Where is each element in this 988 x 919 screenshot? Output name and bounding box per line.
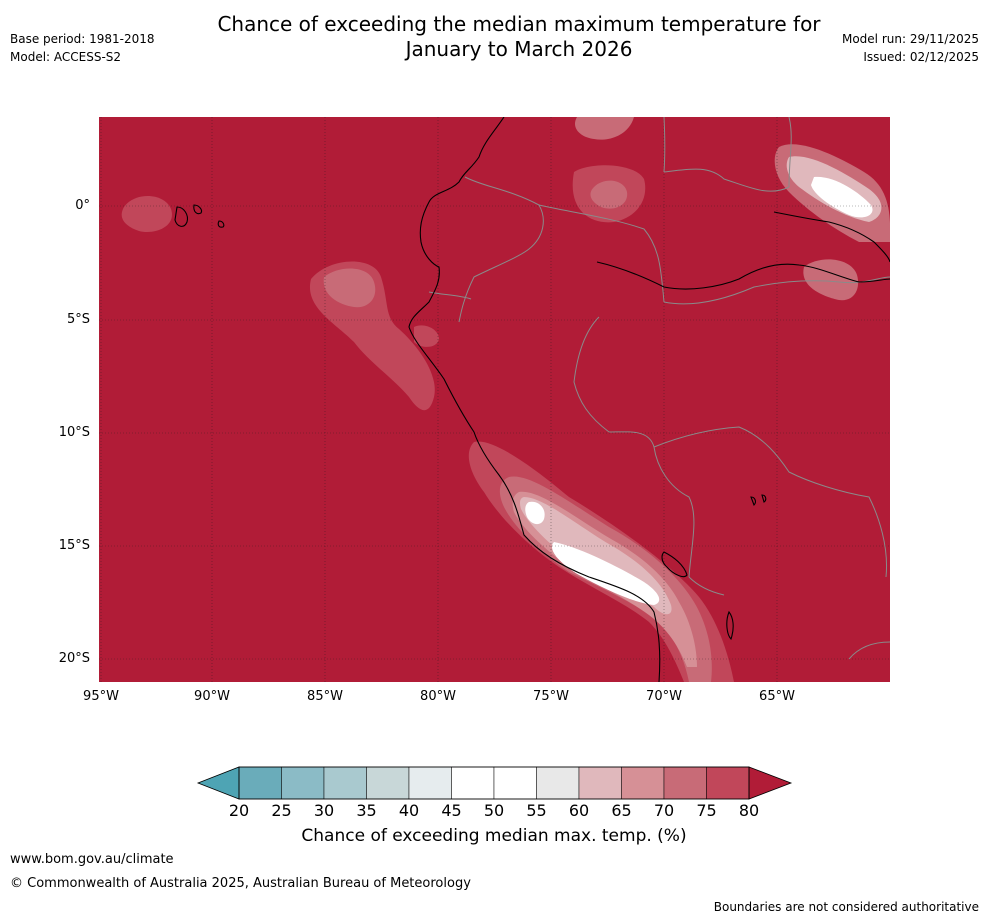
colorbar bbox=[196, 766, 793, 800]
colorbar-bin bbox=[536, 766, 580, 800]
anomaly-region-north-amazon-inner bbox=[590, 180, 628, 209]
colorbar-bin bbox=[578, 766, 622, 800]
colorbar-bin bbox=[323, 766, 367, 800]
colorbar-tick-label: 60 bbox=[568, 801, 590, 820]
footer-copyright: © Commonwealth of Australia 2025, Austra… bbox=[10, 876, 471, 891]
colorbar-tick-label: 70 bbox=[653, 801, 675, 820]
base-period: Base period: 1981-2018 bbox=[10, 32, 155, 46]
colorbar-bin bbox=[493, 766, 537, 800]
colorbar-tick-label: 35 bbox=[356, 801, 377, 820]
colorbar-tick-label: 25 bbox=[271, 801, 292, 820]
map-panel bbox=[99, 117, 890, 682]
anomaly-region-east bbox=[803, 259, 859, 301]
map-canvas bbox=[99, 117, 890, 682]
colorbar-bin bbox=[451, 766, 495, 800]
colorbar-bins bbox=[238, 766, 750, 800]
footer-disclaimer: Boundaries are not considered authoritat… bbox=[713, 900, 979, 914]
model-run-date: Model run: 29/11/2025 bbox=[841, 32, 979, 46]
meta-right: Model run: 29/11/2025 Issued: 02/12/2025 bbox=[842, 30, 979, 66]
colorbar-tick-label: 75 bbox=[696, 801, 717, 820]
lon-label-65w: 65°W bbox=[759, 689, 795, 704]
colorbar-tick-label: 50 bbox=[483, 801, 505, 820]
lat-label-10s: 10°S bbox=[58, 425, 90, 440]
footer-url: www.bom.gov.au/climate bbox=[10, 852, 174, 867]
colorbar-bin bbox=[281, 766, 325, 800]
colorbar-tick-label: 30 bbox=[313, 801, 335, 820]
country-boundaries bbox=[428, 117, 890, 660]
anomaly-region-andes-core bbox=[551, 542, 660, 605]
lon-label-90w: 90°W bbox=[194, 689, 230, 704]
colorbar-bin bbox=[238, 766, 282, 800]
colorbar-tick-label: 65 bbox=[611, 801, 632, 820]
issued-date: Issued: 02/12/2025 bbox=[863, 50, 979, 64]
anomaly-region-galapagos bbox=[121, 195, 172, 233]
anomaly-region-offshore-inner bbox=[323, 268, 376, 308]
map-background bbox=[99, 117, 890, 682]
colorbar-tick-label: 20 bbox=[228, 801, 250, 820]
anomaly-region-offshore-coast bbox=[414, 325, 439, 347]
map-gridlines bbox=[99, 117, 890, 682]
anomaly-region-andes-core-2 bbox=[525, 501, 545, 525]
lon-label-80w: 80°W bbox=[420, 689, 456, 704]
colorbar-tick-label: 40 bbox=[398, 801, 420, 820]
lat-label-5s: 5°S bbox=[66, 312, 90, 327]
lon-label-75w: 75°W bbox=[533, 689, 569, 704]
meta-left: Base period: 1981-2018 Model: ACCESS-S2 bbox=[10, 30, 155, 66]
colorbar-bin bbox=[408, 766, 452, 800]
colorbar-label: Chance of exceeding median max. temp. (%… bbox=[301, 826, 687, 846]
anomaly-region-top bbox=[574, 117, 634, 140]
colorbar-tick-label: 55 bbox=[526, 801, 547, 820]
lon-label-85w: 85°W bbox=[307, 689, 343, 704]
colorbar-tick-label: 80 bbox=[738, 801, 760, 820]
lat-label-0: 0° bbox=[75, 198, 90, 213]
colorbar-bin bbox=[366, 766, 410, 800]
model-name: Model: ACCESS-S2 bbox=[10, 50, 122, 64]
lon-label-70w: 70°W bbox=[646, 689, 682, 704]
colorbar-bin bbox=[621, 766, 665, 800]
colorbar-tick-label: 45 bbox=[441, 801, 462, 820]
colorbar-under-arrow bbox=[196, 766, 240, 800]
colorbar-bin bbox=[706, 766, 750, 800]
map-title: Chance of exceeding the median maximum t… bbox=[150, 12, 888, 62]
lat-label-15s: 15°S bbox=[58, 538, 90, 553]
title-line-2: January to March 2026 bbox=[405, 37, 633, 61]
anomaly-region-northeast-core bbox=[811, 176, 873, 218]
lon-label-95w: 95°W bbox=[83, 689, 119, 704]
lat-label-20s: 20°S bbox=[58, 651, 90, 666]
colorbar-outline bbox=[238, 766, 750, 800]
colorbar-over-arrow bbox=[748, 766, 793, 800]
colorbar-bin bbox=[663, 766, 707, 800]
title-line-1: Chance of exceeding the median maximum t… bbox=[217, 12, 821, 36]
coastlines bbox=[174, 117, 890, 682]
